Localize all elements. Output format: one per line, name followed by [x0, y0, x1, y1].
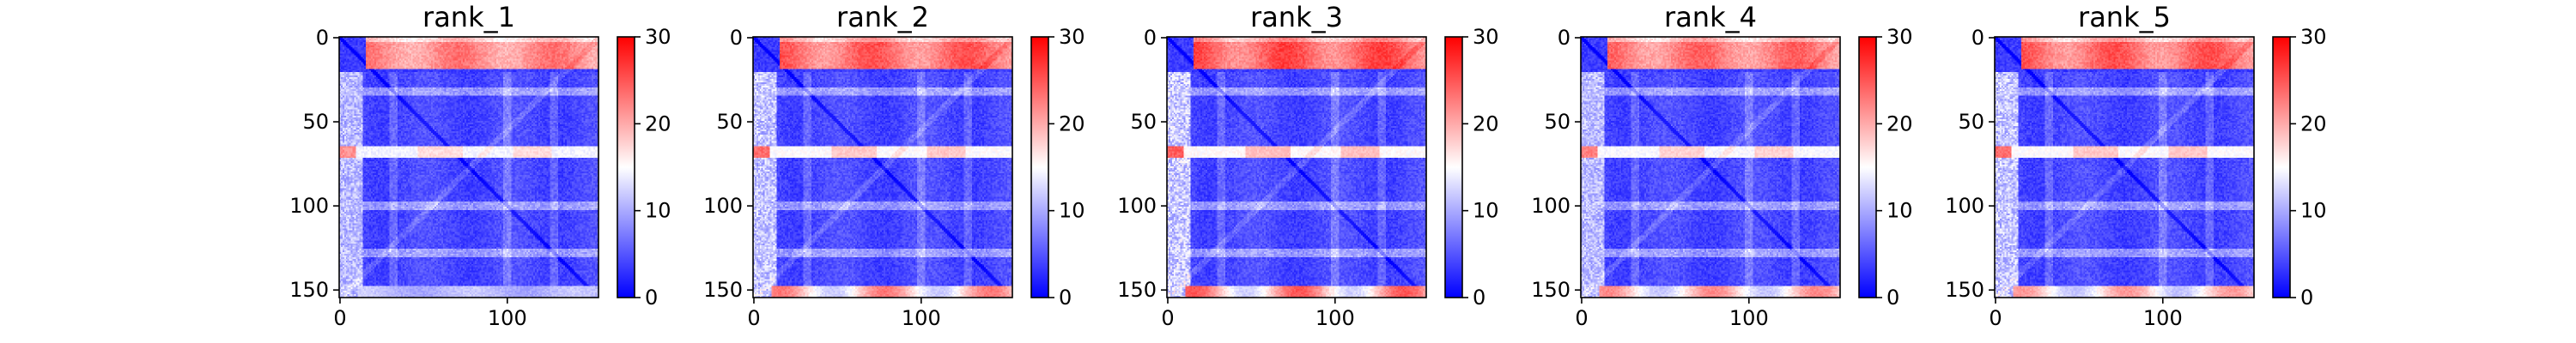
- colorbar-frame: [1858, 36, 1877, 298]
- x-tick-label: 100: [2143, 306, 2183, 330]
- y-tick-label: 150: [703, 278, 743, 302]
- panel-title: rank_2: [836, 1, 929, 33]
- colorbar-tick-label: 20: [1473, 111, 1499, 135]
- colorbar-tick-label: 30: [645, 25, 671, 49]
- y-tick-label: 0: [730, 26, 743, 50]
- x-tick-label: 100: [488, 306, 527, 330]
- panel-title: rank_1: [422, 1, 515, 33]
- y-tick-label: 100: [289, 194, 329, 218]
- colorbar-tick-label: 20: [645, 111, 671, 135]
- colorbar-tick-label: 10: [645, 199, 671, 223]
- colorbar-tick-label: 0: [1059, 286, 1072, 310]
- colorbar-tick-label: 10: [1473, 199, 1499, 223]
- panel-title: rank_3: [1250, 1, 1343, 33]
- y-tick-label: 150: [1117, 278, 1157, 302]
- colorbar: [617, 37, 635, 298]
- axes-frame: [338, 36, 599, 298]
- y-tick-label: 50: [1544, 110, 1571, 134]
- colorbar-tick-label: 30: [1059, 25, 1085, 49]
- colorbar-frame: [1030, 36, 1049, 298]
- y-tick-label: 50: [1130, 110, 1157, 134]
- colorbar-tick-label: 0: [2300, 286, 2313, 310]
- y-tick-label: 100: [703, 194, 743, 218]
- y-tick-label: 50: [302, 110, 329, 134]
- axes-frame: [1166, 36, 1427, 298]
- heatmap-image: [753, 37, 1012, 298]
- colorbar-tick-label: 20: [2300, 111, 2327, 135]
- colorbar-tick-label: 0: [1473, 286, 1485, 310]
- panel-title: rank_5: [2078, 1, 2171, 33]
- y-tick-label: 0: [1971, 26, 1984, 50]
- colorbar: [1445, 37, 1462, 298]
- x-tick-label: 0: [1989, 306, 2002, 330]
- axes-frame: [1994, 36, 2255, 298]
- colorbar: [1031, 37, 1048, 298]
- y-tick-label: 100: [1117, 194, 1157, 218]
- x-tick-label: 0: [747, 306, 760, 330]
- colorbar-tick-label: 30: [1473, 25, 1499, 49]
- colorbar-tick-label: 20: [1886, 111, 1913, 135]
- colorbar: [2273, 37, 2290, 298]
- colorbar-tick-label: 10: [1059, 199, 1085, 223]
- y-tick-label: 150: [1531, 278, 1571, 302]
- x-tick-label: 0: [333, 306, 346, 330]
- colorbar-tick-label: 0: [645, 286, 658, 310]
- colorbar-tick-label: 10: [2300, 199, 2327, 223]
- x-tick-label: 100: [902, 306, 941, 330]
- colorbar: [1859, 37, 1876, 298]
- axes-frame: [1580, 36, 1841, 298]
- heatmap-image: [1581, 37, 1840, 298]
- colorbar-frame: [617, 36, 635, 298]
- y-tick-label: 150: [1945, 278, 1984, 302]
- heatmap-image: [339, 37, 598, 298]
- y-tick-label: 0: [1558, 26, 1571, 50]
- colorbar-frame: [2272, 36, 2291, 298]
- colorbar-tick-label: 30: [1886, 25, 1913, 49]
- y-tick-label: 0: [316, 26, 329, 50]
- x-tick-label: 100: [1315, 306, 1355, 330]
- panel-title: rank_4: [1664, 1, 1757, 33]
- x-tick-label: 0: [1575, 306, 1588, 330]
- colorbar-frame: [1444, 36, 1463, 298]
- y-tick-label: 50: [716, 110, 743, 134]
- y-tick-label: 0: [1144, 26, 1157, 50]
- x-tick-label: 100: [1729, 306, 1769, 330]
- heatmap-image: [1167, 37, 1426, 298]
- colorbar-tick-label: 10: [1886, 199, 1913, 223]
- y-tick-label: 150: [289, 278, 329, 302]
- heatmap-image: [1995, 37, 2254, 298]
- y-tick-label: 50: [1958, 110, 1984, 134]
- colorbar-tick-label: 0: [1886, 286, 1899, 310]
- y-tick-label: 100: [1531, 194, 1571, 218]
- colorbar-tick-label: 30: [2300, 25, 2327, 49]
- x-tick-label: 0: [1161, 306, 1174, 330]
- axes-frame: [752, 36, 1013, 298]
- y-tick-label: 100: [1945, 194, 1984, 218]
- colorbar-tick-label: 20: [1059, 111, 1085, 135]
